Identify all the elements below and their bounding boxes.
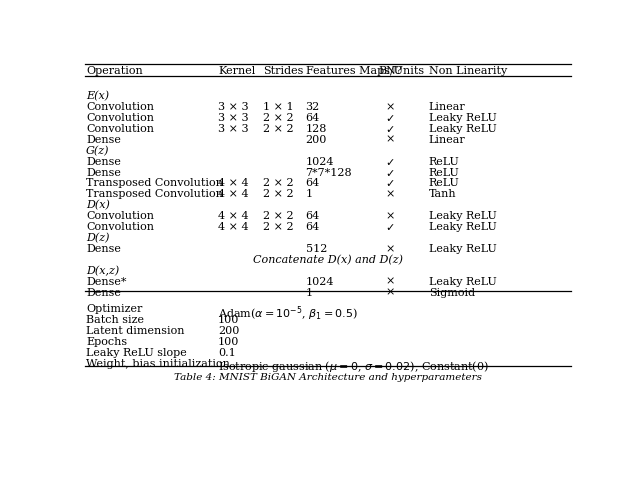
Text: Non Linearity: Non Linearity — [429, 66, 507, 76]
Text: 200: 200 — [305, 134, 327, 144]
Text: BN?: BN? — [378, 66, 402, 76]
Text: ×: × — [385, 189, 395, 199]
Text: Operation: Operation — [86, 66, 143, 76]
Text: Dense: Dense — [86, 156, 121, 166]
Text: 2 × 2: 2 × 2 — [263, 211, 294, 221]
Text: Convolution: Convolution — [86, 211, 154, 221]
Text: 3 × 3: 3 × 3 — [218, 102, 248, 112]
Text: Convolution: Convolution — [86, 222, 154, 232]
Text: E(x): E(x) — [86, 91, 109, 101]
Text: Linear: Linear — [429, 134, 465, 144]
Text: Convolution: Convolution — [86, 102, 154, 112]
Text: 512: 512 — [305, 243, 327, 253]
Text: 64: 64 — [305, 211, 320, 221]
Text: 2 × 2: 2 × 2 — [263, 113, 294, 122]
Text: 100: 100 — [218, 336, 239, 346]
Text: ReLU: ReLU — [429, 178, 460, 188]
Text: Dense: Dense — [86, 243, 121, 253]
Text: Dense: Dense — [86, 134, 121, 144]
Text: Linear: Linear — [429, 102, 465, 112]
Text: Transposed Convolution: Transposed Convolution — [86, 178, 223, 188]
Text: ReLU: ReLU — [429, 167, 460, 177]
Text: 1024: 1024 — [305, 156, 334, 166]
Text: Weight, bias initialization: Weight, bias initialization — [86, 358, 230, 368]
Text: Features Maps/Units: Features Maps/Units — [305, 66, 424, 76]
Text: Leaky ReLU: Leaky ReLU — [429, 222, 497, 232]
Text: $\checkmark$: $\checkmark$ — [385, 222, 395, 232]
Text: Isotropic gaussian ($\mu = 0$, $\sigma = 0.02$), Constant(0): Isotropic gaussian ($\mu = 0$, $\sigma =… — [218, 358, 489, 373]
Text: 64: 64 — [305, 113, 320, 122]
Text: Convolution: Convolution — [86, 113, 154, 122]
Text: 4 × 4: 4 × 4 — [218, 222, 248, 232]
Text: 2 × 2: 2 × 2 — [263, 123, 294, 133]
Text: Strides: Strides — [263, 66, 303, 76]
Text: 7*7*128: 7*7*128 — [305, 167, 352, 177]
Text: $\checkmark$: $\checkmark$ — [385, 167, 395, 177]
Text: 1024: 1024 — [305, 276, 334, 286]
Text: ×: × — [385, 243, 395, 253]
Text: 128: 128 — [305, 123, 327, 133]
Text: 1: 1 — [305, 287, 313, 297]
Text: Adam($\alpha = 10^{-5}$, $\beta_1 = 0.5$): Adam($\alpha = 10^{-5}$, $\beta_1 = 0.5$… — [218, 303, 358, 322]
Text: 3 × 3: 3 × 3 — [218, 123, 248, 133]
Text: 64: 64 — [305, 178, 320, 188]
Text: Leaky ReLU: Leaky ReLU — [429, 113, 497, 122]
Text: 1 × 1: 1 × 1 — [263, 102, 294, 112]
Text: 64: 64 — [305, 222, 320, 232]
Text: D(x): D(x) — [86, 200, 110, 210]
Text: Tanh: Tanh — [429, 189, 456, 199]
Text: 2 × 2: 2 × 2 — [263, 178, 294, 188]
Text: Transposed Convolution: Transposed Convolution — [86, 189, 223, 199]
Text: 2 × 2: 2 × 2 — [263, 222, 294, 232]
Text: Dense*: Dense* — [86, 276, 127, 286]
Text: D(x,z): D(x,z) — [86, 265, 120, 276]
Text: Leaky ReLU slope: Leaky ReLU slope — [86, 347, 187, 357]
Text: Convolution: Convolution — [86, 123, 154, 133]
Text: $\checkmark$: $\checkmark$ — [385, 156, 395, 166]
Text: ×: × — [385, 276, 395, 286]
Text: Leaky ReLU: Leaky ReLU — [429, 123, 497, 133]
Text: $\checkmark$: $\checkmark$ — [385, 178, 395, 188]
Text: $\checkmark$: $\checkmark$ — [385, 123, 395, 133]
Text: ReLU: ReLU — [429, 156, 460, 166]
Text: ×: × — [385, 102, 395, 112]
Text: Dense: Dense — [86, 167, 121, 177]
Text: 4 × 4: 4 × 4 — [218, 178, 248, 188]
Text: 0.1: 0.1 — [218, 347, 236, 357]
Text: Sigmoid: Sigmoid — [429, 287, 475, 297]
Text: 1: 1 — [305, 189, 313, 199]
Text: G(z): G(z) — [86, 145, 109, 156]
Text: Batch size: Batch size — [86, 314, 144, 324]
Text: Leaky ReLU: Leaky ReLU — [429, 276, 497, 286]
Text: 2 × 2: 2 × 2 — [263, 189, 294, 199]
Text: Table 4: MNIST BiGAN Architecture and hyperparameters: Table 4: MNIST BiGAN Architecture and hy… — [174, 372, 482, 381]
Text: 200: 200 — [218, 325, 239, 336]
Text: 4 × 4: 4 × 4 — [218, 189, 248, 199]
Text: Leaky ReLU: Leaky ReLU — [429, 243, 497, 253]
Text: $\checkmark$: $\checkmark$ — [385, 113, 395, 122]
Text: D(z): D(z) — [86, 233, 109, 243]
Text: Dense: Dense — [86, 287, 121, 297]
Text: 100: 100 — [218, 314, 239, 324]
Text: 3 × 3: 3 × 3 — [218, 113, 248, 122]
Text: ×: × — [385, 134, 395, 144]
Text: Optimizer: Optimizer — [86, 303, 143, 313]
Text: 32: 32 — [305, 102, 320, 112]
Text: Concatenate D(x) and D(z): Concatenate D(x) and D(z) — [253, 254, 403, 265]
Text: 4 × 4: 4 × 4 — [218, 211, 248, 221]
Text: ×: × — [385, 287, 395, 297]
Text: ×: × — [385, 211, 395, 221]
Text: Leaky ReLU: Leaky ReLU — [429, 211, 497, 221]
Text: Epochs: Epochs — [86, 336, 127, 346]
Text: Kernel: Kernel — [218, 66, 255, 76]
Text: Latent dimension: Latent dimension — [86, 325, 185, 336]
